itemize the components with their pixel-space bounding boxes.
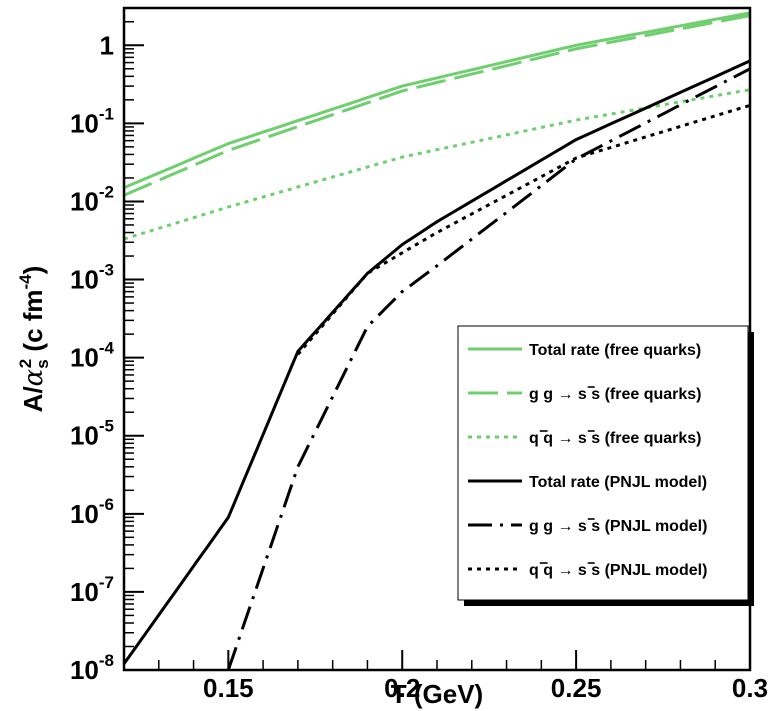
y-tick-label-2: 10-2 bbox=[70, 182, 114, 216]
series-line-1 bbox=[123, 14, 751, 197]
legend-label-0: Total rate (free quarks) bbox=[529, 342, 701, 359]
series-line-2 bbox=[123, 88, 751, 241]
y-tick-label-6: 10-6 bbox=[70, 495, 114, 529]
series-line-4 bbox=[226, 67, 751, 671]
y-axis-title-alpha: α bbox=[19, 368, 49, 386]
y-axis-title-main: A/ bbox=[18, 386, 48, 412]
y-tick-label-0: 1 bbox=[100, 30, 114, 60]
y-axis-title: A/αs2 (c fm-4) bbox=[16, 266, 52, 413]
series-line-5 bbox=[296, 103, 751, 356]
curves-layer bbox=[122, 11, 751, 671]
legend-label-5: q q → s s (PNJL model) bbox=[529, 562, 707, 579]
series-line-3 bbox=[122, 59, 751, 665]
y-tick-label-1: 10-1 bbox=[70, 104, 114, 138]
x-axis-title: T (GeV) bbox=[391, 679, 483, 709]
legend-label-3: Total rate (PNJL model) bbox=[529, 474, 707, 491]
x-tick-label-1: 0.2 bbox=[384, 673, 420, 703]
series-line-0 bbox=[123, 11, 751, 190]
legend-box bbox=[457, 325, 749, 601]
legend: Total rate (free quarks) g g → s s (free … bbox=[457, 325, 754, 606]
y-axis-title-units: (c fm bbox=[18, 289, 48, 358]
y-tick-label-8: 10-8 bbox=[70, 651, 114, 685]
x-tick-label-3: 0.3 bbox=[732, 673, 768, 703]
x-tick-label-0: 0.15 bbox=[203, 673, 254, 703]
y-axis-title-sup: 2 bbox=[16, 359, 35, 368]
y-tick-label-4: 10-4 bbox=[70, 339, 115, 373]
y-axis-title-units-sup: -4 bbox=[16, 274, 35, 290]
ticks-layer: 0.15 0.2 0.25 0.3 1 10-1 10-2 10-3 10-4 10-5 10-6 1… bbox=[70, 21, 768, 703]
y-axis-title-sub: s bbox=[33, 359, 52, 368]
y-tick-label-7: 10-7 bbox=[70, 573, 114, 607]
legend-label-1: g g → s s (free quarks) bbox=[529, 386, 702, 403]
legend-label-2: q q → s s (free quarks) bbox=[529, 430, 702, 447]
legend-label-4: g g → s s (PNJL model) bbox=[529, 518, 707, 535]
y-tick-label-5: 10-5 bbox=[70, 417, 114, 451]
y-tick-label-3: 10-3 bbox=[70, 261, 114, 295]
y-axis-title-close: ) bbox=[18, 266, 48, 275]
x-tick-label-2: 0.25 bbox=[551, 673, 602, 703]
